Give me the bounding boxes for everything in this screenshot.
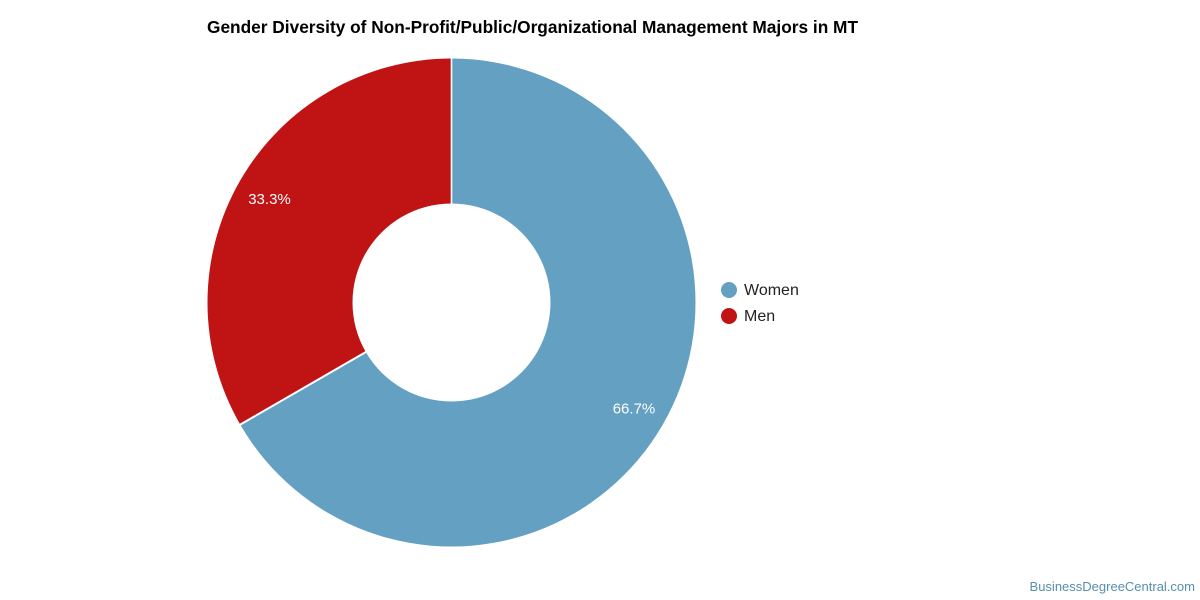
svg-text:33.3%: 33.3% xyxy=(248,191,291,208)
svg-text:66.7%: 66.7% xyxy=(613,401,656,418)
